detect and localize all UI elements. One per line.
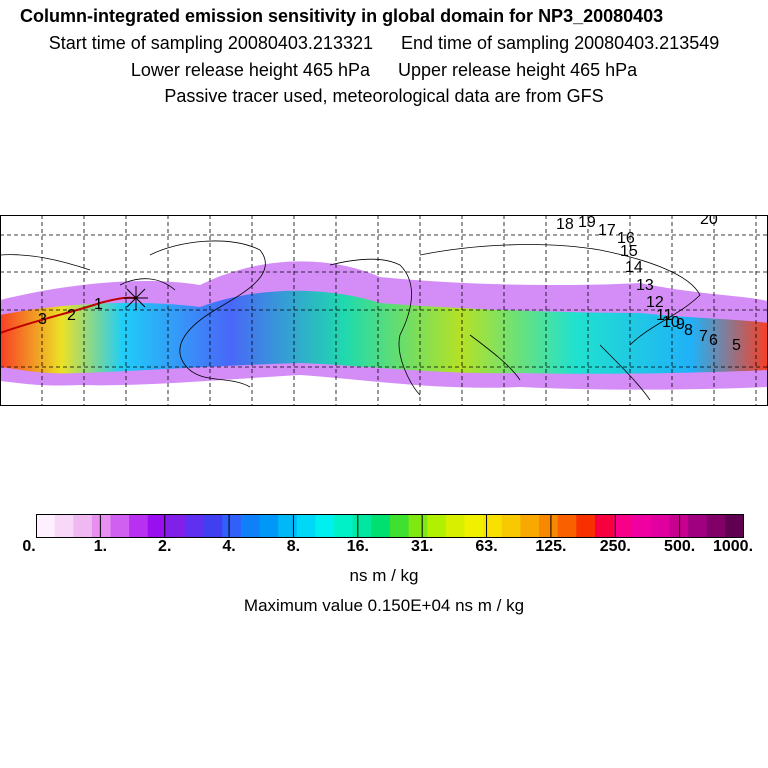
colorbar-cell <box>334 514 354 538</box>
trajectory-label: 10 <box>662 314 680 331</box>
colorbar-tick-label: 1000. <box>712 538 754 555</box>
colorbar-cell <box>54 514 74 538</box>
trajectory-label: 2 <box>67 307 76 324</box>
colorbar-cell <box>73 514 93 538</box>
maximum-value-label: Maximum value 0.150E+04 ns m / kg <box>243 596 525 615</box>
colorbar-cell <box>594 514 615 538</box>
trajectory-label: 14 <box>625 259 643 276</box>
trajectory-label: 16 <box>617 230 635 247</box>
colorbar-cell <box>390 514 410 538</box>
trajectory-label: 9 <box>676 316 685 333</box>
sensitivity-inner-band <box>0 290 768 374</box>
colorbar-tick-label: 1. <box>93 538 108 555</box>
release-heights: Lower release height 465 hPa Upper releas… <box>0 60 768 81</box>
trajectory-label: 19 <box>578 215 596 231</box>
lower-height-label: Lower release height 465 hPa <box>130 60 370 80</box>
colorbar-cell <box>166 514 186 538</box>
colorbar-tick-label: 31. <box>411 538 434 555</box>
colorbar-cell <box>278 514 298 538</box>
start-time-label: Start time of sampling 20080403.213321 <box>48 33 373 53</box>
colorbar-cell <box>632 514 652 538</box>
emission-sensitivity-map: 3 2 1 18 19 17 16 15 14 13 12 11 10 9 8 … <box>0 215 768 406</box>
colorbar-cell <box>706 514 726 538</box>
colorbar-frame <box>36 514 744 538</box>
colorbar-cell <box>222 514 242 538</box>
colorbar-cell <box>445 514 466 538</box>
trajectory-label: 17 <box>598 222 616 239</box>
colorbar-cell <box>36 514 56 538</box>
colorbar-tick-label: 16. <box>346 538 369 555</box>
colorbar-cell <box>371 514 391 538</box>
colorbar-unit: ns m / kg <box>349 566 419 585</box>
colorbar-cell <box>464 514 484 538</box>
colorbar-cell <box>91 514 112 538</box>
trajectory-label: 1 <box>94 296 103 313</box>
colorbar-cell <box>539 514 559 538</box>
colorbar-cell <box>669 514 689 538</box>
colorbar-cell <box>520 514 540 538</box>
colorbar-tick-label: 63. <box>475 538 498 555</box>
colorbar-cell <box>408 514 428 538</box>
trajectory-label: 20 <box>700 215 718 228</box>
colorbar-tick-labels: 0. 1. 2. 4. 8. 16. 31. 63. 125. 250. 500. 1000. <box>0 538 768 560</box>
colorbar-cell <box>557 514 577 538</box>
trajectory-label: 12 <box>646 294 664 311</box>
colorbar-cell <box>501 514 521 538</box>
colorbar <box>36 514 744 538</box>
colorbar-cell <box>240 514 261 538</box>
trajectory-label: 5 <box>732 337 741 354</box>
colorbar-cell <box>259 514 279 538</box>
colorbar-tick-label: 4. <box>222 538 236 555</box>
trajectory-label: 18 <box>556 216 574 233</box>
colorbar-cell <box>185 514 205 538</box>
trajectory-labels: 3 2 1 18 19 17 16 15 14 13 12 11 10 9 8 … <box>38 215 741 354</box>
colorbar-cell <box>315 514 335 538</box>
coastlines <box>0 240 701 401</box>
colorbar-cell <box>576 514 596 538</box>
colorbar-tick-label: 125. <box>535 538 567 555</box>
colorbar-tick-label: 2. <box>158 538 172 555</box>
colorbar-cell <box>427 514 447 538</box>
colorbar-tick-label: 8. <box>286 538 301 555</box>
trajectory-label: 13 <box>636 277 654 294</box>
colorbar-tick-label: 0. <box>22 538 36 555</box>
colorbar-cell <box>352 514 372 538</box>
colorbar-cell <box>203 514 223 538</box>
trajectory-label: 11 <box>656 307 673 324</box>
colorbar-cell <box>725 514 744 538</box>
colorbar-cell <box>296 514 316 538</box>
colorbar-tick-label: 250. <box>599 538 631 555</box>
graticule <box>0 215 768 406</box>
trajectory-label: 3 <box>38 311 47 328</box>
end-time-label: End time of sampling 20080403.213549 <box>401 33 720 53</box>
colorbar-cell <box>129 514 149 538</box>
trajectory-label: 8 <box>684 322 693 339</box>
colorbar-cell <box>688 514 708 538</box>
trajectory-label: 15 <box>620 243 638 260</box>
map-title: Column-integrated emission sensitivity i… <box>20 6 664 26</box>
colorbar-cell <box>483 514 503 538</box>
colorbar-cell <box>147 514 167 538</box>
trajectory-label: 7 <box>699 328 708 345</box>
colorbar-cell <box>110 514 130 538</box>
trajectory-label: 6 <box>709 332 718 349</box>
colorbar-tick-label: 500. <box>664 538 696 555</box>
colorbar-cell <box>613 514 633 538</box>
release-marker <box>124 286 148 310</box>
sampling-times: Start time of sampling 20080403.213321 En… <box>0 33 768 54</box>
colorbar-cell <box>650 514 670 538</box>
upper-height-label: Upper release height 465 hPa <box>398 60 638 80</box>
tracer-note: Passive tracer used, meteorological data… <box>164 86 604 106</box>
